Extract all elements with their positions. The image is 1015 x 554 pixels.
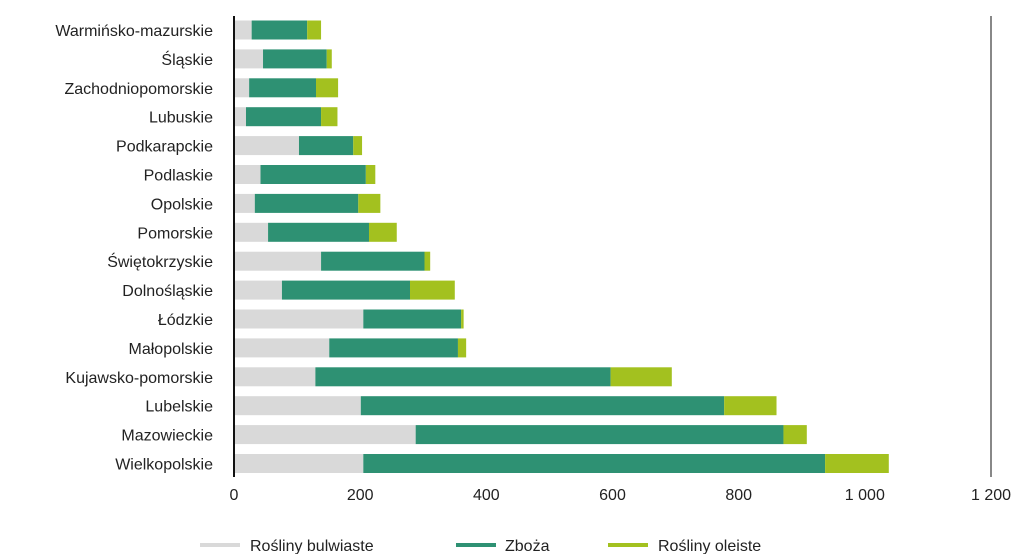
category-label: Warmińsko-mazurskie [55,23,213,40]
bar-1-1 [234,20,252,40]
bar-3-9 [424,251,431,271]
bar-2-13 [315,367,611,387]
category-label: Wielkopolskie [115,457,213,474]
bar-1-8 [234,222,269,242]
category-label: Zachodniopomorskie [64,81,213,98]
bar-1-11 [234,309,364,329]
bar-2-4 [245,107,322,127]
bar-3-1 [307,20,322,40]
x-tick-label: 1 200 [971,487,1011,504]
legend: Rośliny bulwiaste Zboża Rośliny oleiste [200,538,761,554]
legend-swatch [200,543,240,547]
category-label: Podkarapckie [116,139,213,156]
category-label: Śląskie [161,50,213,69]
bar-2-6 [260,165,366,184]
bar-2-14 [360,396,725,416]
bar-3-8 [369,222,397,242]
bar-3-2 [326,49,332,69]
bar-1-2 [234,49,264,69]
bar-2-3 [249,78,317,98]
bar-3-11 [461,309,464,329]
bar-3-10 [410,280,455,300]
bar-1-6 [234,165,261,184]
x-tick-label: 600 [599,487,626,504]
bar-1-10 [234,280,282,300]
bar-1-16 [234,454,364,473]
bar-3-16 [825,454,889,473]
legend-swatch [456,543,496,547]
category-label: Pomorskie [137,225,213,242]
category-label: Lubuskie [149,110,213,127]
bar-3-13 [610,367,672,387]
category-label: Świętokrzyskie [107,252,213,271]
legend-label: Rośliny oleiste [658,538,761,554]
bar-1-15 [234,425,416,445]
bar-2-7 [254,193,359,213]
x-tick-label: 200 [347,487,374,504]
bar-1-13 [234,367,316,387]
category-label: Kujawsko-pomorskie [65,370,213,387]
axis-layer: 0 200 400 600 800 1 000 1 200 [230,16,1011,504]
category-label: Dolnośląskie [122,283,213,300]
legend-label: Zboża [505,538,550,554]
bar-2-15 [415,425,784,445]
category-label: Łódzkie [158,312,213,329]
bar-1-12 [234,338,330,358]
category-label: Lubelskie [145,399,213,416]
bar-3-4 [321,107,338,127]
bar-2-16 [363,454,826,473]
bar-3-15 [783,425,807,445]
bar-2-1 [251,20,308,40]
bar-1-7 [234,193,255,213]
x-tick-label: 1 000 [845,487,885,504]
bar-1-4 [234,107,246,127]
bar-2-11 [363,309,462,329]
x-tick-label: 800 [725,487,752,504]
bar-3-3 [316,78,339,98]
bar-3-14 [724,396,777,416]
category-labels: Warmińsko-mazurskie Śląskie Zachodniopomor… [55,23,213,474]
bars-layer [234,20,889,473]
legend-label: Rośliny bulwiaste [250,538,374,554]
bar-3-6 [365,165,376,184]
bar-3-5 [353,136,363,156]
category-label: Podlaskie [144,168,213,185]
category-label: Opolskie [151,196,213,213]
bar-2-5 [298,136,354,156]
x-tick-label: 400 [473,487,500,504]
category-label: Mazowieckie [121,428,213,445]
bar-3-7 [358,193,381,213]
bar-1-3 [234,78,250,98]
bar-2-8 [268,222,369,242]
bar-3-12 [457,338,467,358]
bar-2-2 [263,49,327,69]
bar-2-12 [329,338,458,358]
bar-1-14 [234,396,361,416]
legend-swatch [608,543,648,547]
bar-1-5 [234,136,299,156]
bar-2-9 [321,251,425,271]
bar-2-10 [281,280,410,300]
x-tick-label: 0 [230,487,239,504]
category-label: Małopolskie [129,341,214,358]
bar-1-9 [234,251,322,271]
